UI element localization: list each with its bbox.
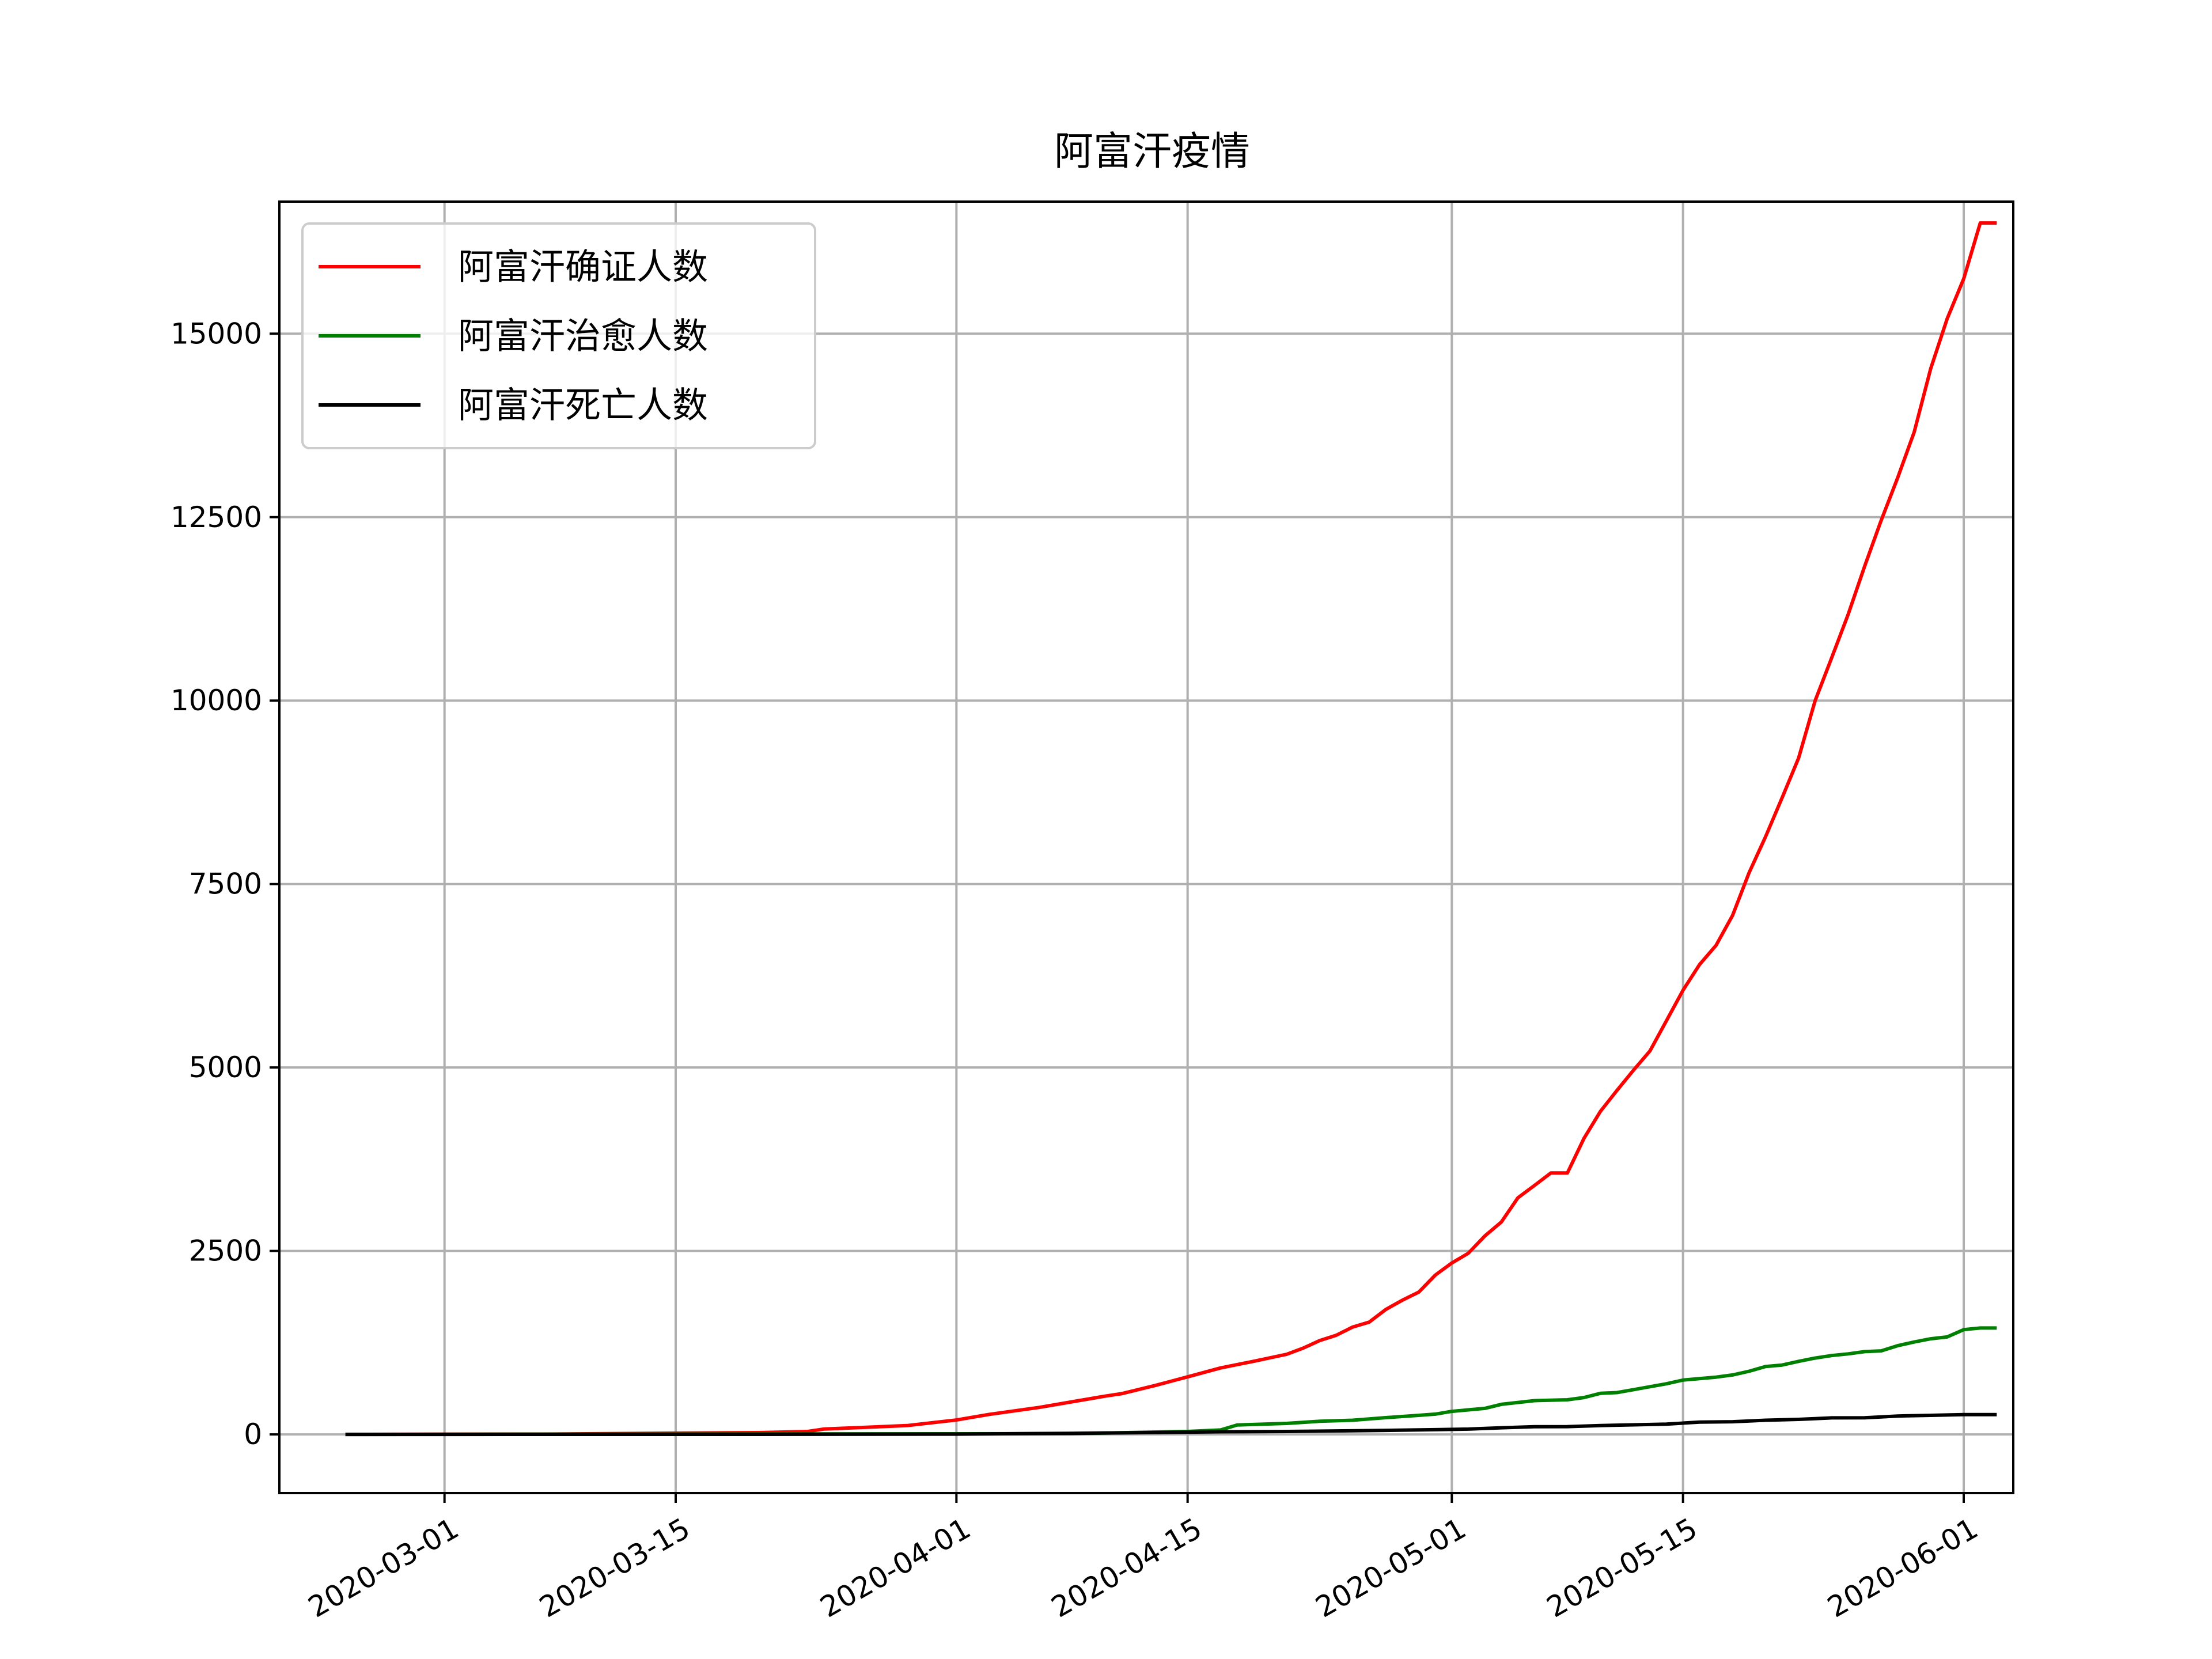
y-tick-label: 7500 [189,868,262,901]
x-axis: 2020-03-01 2020-03-15 2020-04-01 2020-04-15… [302,1493,1983,1624]
y-tick-label: 10000 [171,684,262,717]
x-tick-label: 2020-06-01 [1822,1512,1984,1624]
legend-label-1: 阿富汗治愈人数 [458,315,708,357]
legend-label-0: 阿富汗确证人数 [458,246,708,288]
y-tick-label: 12500 [171,501,262,534]
chart-title: 阿富汗疫情 [1054,129,1250,175]
x-tick-label: 2020-03-01 [302,1512,464,1624]
y-tick-label: 15000 [171,317,262,350]
x-tick-label: 2020-05-01 [1310,1512,1472,1624]
y-axis: 0 2500 5000 7500 10000 12500 15000 [171,317,279,1451]
x-tick-label: 2020-04-01 [815,1512,976,1624]
x-tick-label: 2020-04-15 [1046,1512,1207,1624]
series-line-2 [346,1415,1997,1434]
x-tick-label: 2020-03-15 [534,1512,696,1624]
y-tick-label: 0 [244,1418,262,1451]
y-tick-label: 5000 [189,1051,262,1084]
legend-label-2: 阿富汗死亡人数 [458,384,708,426]
x-tick-label: 2020-05-15 [1541,1512,1703,1624]
y-tick-label: 2500 [189,1234,262,1268]
